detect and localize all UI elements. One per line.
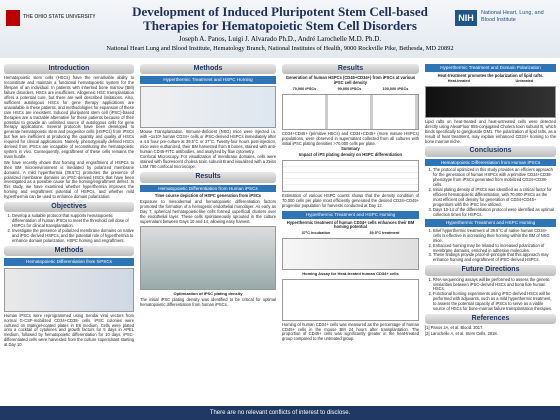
title: Development of Induced Pluripotent Stem … [120, 5, 440, 33]
list-item: Investigate the presence of polarized me… [12, 228, 134, 244]
section-header: Introduction [4, 64, 134, 75]
section-header: Methods [140, 64, 276, 75]
paragraph: Estimation of various HSPC counts shows … [282, 193, 419, 209]
list-item: Functional homing experiments using iPSC… [433, 291, 556, 312]
paragraph: Hematopoietic stem cells (HSCs) have the… [4, 75, 134, 159]
column: Methods Hyperthermic Treatment and HSPC H… [140, 62, 276, 404]
panel-labels: 70,000 iPSCs 90,000 iPSCs 100,000 iPSCs [282, 87, 419, 92]
paragraph: CD34+CD45+ (primitive HSCs) and CD34+CD4… [282, 130, 419, 146]
caption: Homing Assay for Heat-treated human CD34… [302, 270, 399, 276]
section-header: Results [282, 64, 419, 75]
title-line: Therapies for Hematopoietic Stem Cell Di… [143, 18, 417, 33]
figure-title: Generation of human HSPCs (CD45+CD34+) f… [285, 75, 416, 86]
panel-label: 90,000 iPSCs [337, 87, 362, 92]
figure [282, 237, 419, 270]
list: The protocol optimized in this study pro… [425, 167, 556, 218]
list-item: The protocol optimized in this study pro… [433, 167, 556, 188]
paragraph: We have recently shown that homing and e… [4, 159, 134, 200]
figure-title: Heat-treatment promotes the polarization… [437, 72, 544, 78]
nih-logo: NIH [455, 10, 477, 26]
section-header: Methods [4, 245, 134, 257]
osu-logo [6, 10, 20, 26]
nih-name: National Heart, Lung, and Blood Institut… [481, 10, 544, 23]
authors: Joseph A. Panos, Luigi J. Alvarado Ph.D.… [178, 35, 382, 43]
list-item: RNA-sequencing assays will be performed … [433, 277, 556, 293]
panel-labels: Heat-treated Untreated [425, 79, 556, 84]
caption: Optimization of iPSC plating density [173, 291, 243, 297]
sub-header: Hematopoietic Differentiation from hiPSC… [4, 258, 134, 266]
section-header: Objectives [4, 202, 134, 213]
figure-title: Summary [341, 146, 360, 152]
list-item: Initial plating density of iPSCs was ide… [433, 187, 556, 208]
paragraph: [2] Larochelle A, et al. Stem Cells. 201… [425, 331, 498, 337]
section-header: Conclusions [425, 146, 556, 157]
paragraph: The initial iPSC plating density was ide… [140, 297, 276, 308]
list-item: Develop a suitable protocol that support… [12, 214, 134, 229]
paragraph: Human iPSCs were reprogrammed using Send… [4, 312, 134, 348]
sub-header: Hyperthermic Treatment and HSPC Homing [282, 211, 419, 219]
paragraph: Exposure to mesodermal and hematopoietic… [140, 198, 276, 224]
section-header: References [425, 314, 556, 325]
column: Results Generation of human HSPCs (CD45+C… [282, 62, 419, 404]
footer: There are no relevant conflicts of inter… [0, 406, 560, 420]
header: THE OHIO STATE UNIVERSITY Development of… [0, 0, 560, 58]
figure [4, 267, 134, 312]
section-header: Results [140, 172, 276, 183]
paragraph: Mouse Transplantation. Immune-deficient … [140, 128, 276, 154]
figure-title: Time course depiction of HSPC generation… [154, 193, 262, 199]
sub-header: Hematopoietic Differentiation from Human… [425, 158, 556, 167]
figure [282, 93, 419, 130]
list-item: Days 10-14 of the differentiation protoc… [433, 207, 556, 218]
affiliation: National Heart Lung and Blood Institute,… [106, 45, 454, 52]
panel-label: 100,000 iPSCs [382, 87, 409, 92]
sub-header: Hyperthermic Treatment and HSPC Homing [140, 76, 276, 84]
sub-header: Hyperthermic Treatment and Domain Polari… [425, 64, 556, 72]
panel-labels: 37°C Incubation 39.5°C treatment [282, 231, 419, 236]
figure [140, 85, 276, 128]
figure [140, 226, 276, 291]
figure [425, 85, 556, 118]
column: Introduction Hematopoietic stem cells (HS… [4, 62, 134, 404]
paragraph: Lipid rafts on heat-treated and heat-unt… [425, 118, 556, 144]
panel-label: Untreated [515, 79, 534, 84]
list: RNA-sequencing assays will be performed … [425, 277, 556, 312]
paragraph: Confocal Microscopy. For visualization o… [140, 154, 276, 170]
title-line: Development of Induced Pluripotent Stem … [132, 4, 428, 19]
list-item: These findings provide proof-of-principl… [433, 253, 556, 263]
list: Develop a suitable protocol that support… [4, 214, 134, 243]
list-item: Brief hyperthermic treatment of 39.5°C o… [433, 228, 556, 244]
panel-label: Heat-treated [447, 79, 470, 84]
column: Hyperthermic Treatment and Domain Polari… [425, 62, 556, 404]
paragraph: [1] Panos JA, et al. Blood. 2017. [425, 325, 484, 331]
sub-header: Hematopoietic Differentiation from Human… [140, 184, 276, 193]
figure-title: Hyperthermic treatment of human CD34+ ce… [286, 219, 415, 230]
figure [282, 160, 419, 193]
list-item: Enhanced homing may be related to increa… [433, 243, 556, 254]
university: THE OHIO STATE UNIVERSITY [23, 14, 96, 20]
list: Brief hyperthermic treatment of 39.5°C o… [425, 228, 556, 263]
sub-header: Hyperthermic Treatment and HSPC Homing [425, 219, 556, 227]
panel-label: 39.5°C treatment [369, 231, 400, 236]
figure [282, 278, 419, 321]
panel-label: 70,000 iPSCs [292, 87, 317, 92]
panel-label: 37°C Incubation [301, 231, 331, 236]
figure-title: Impact of iPS plating density on HSPC di… [298, 152, 403, 158]
section-header: Future Directions [425, 265, 556, 276]
paragraph: Homing of human CD34+ cells was measured… [282, 321, 419, 342]
